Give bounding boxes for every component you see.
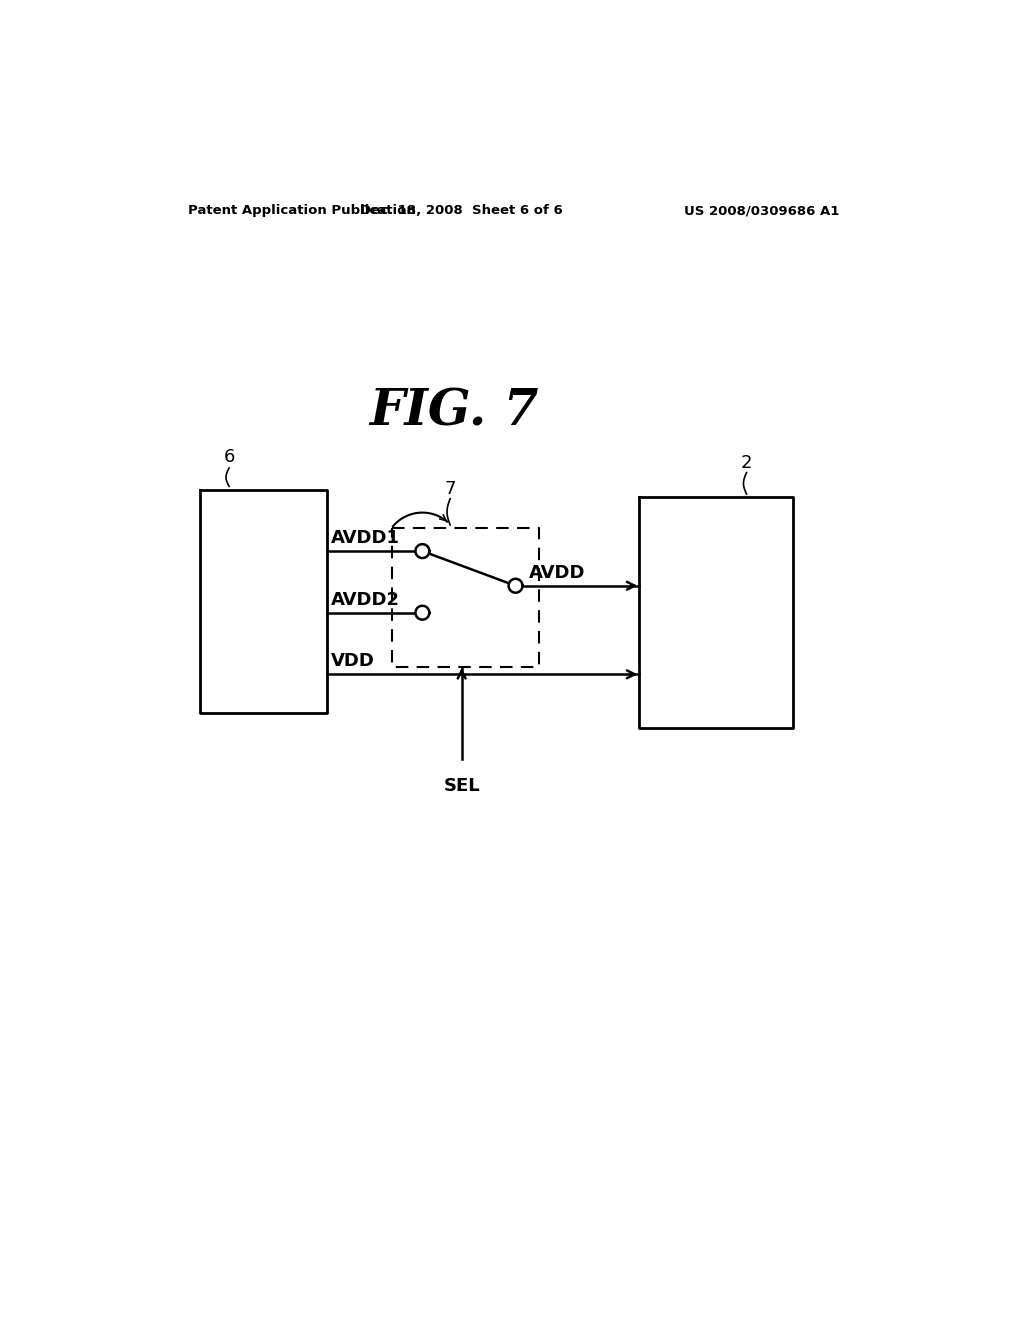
Text: 6: 6 [223,449,234,466]
Text: 7: 7 [444,480,456,499]
Text: Dec. 18, 2008  Sheet 6 of 6: Dec. 18, 2008 Sheet 6 of 6 [360,205,563,218]
Text: SEL: SEL [443,777,480,795]
Polygon shape [509,579,522,593]
Text: US 2008/0309686 A1: US 2008/0309686 A1 [684,205,840,218]
Polygon shape [416,544,429,558]
Text: AVDD2: AVDD2 [331,591,399,609]
Text: 2: 2 [740,454,753,471]
Text: Patent Application Publication: Patent Application Publication [188,205,416,218]
Text: AVDD1: AVDD1 [331,529,399,548]
Text: AVDD: AVDD [528,564,585,582]
Text: FIG. 7: FIG. 7 [370,388,539,437]
Text: VDD: VDD [331,652,375,671]
Polygon shape [416,606,429,619]
